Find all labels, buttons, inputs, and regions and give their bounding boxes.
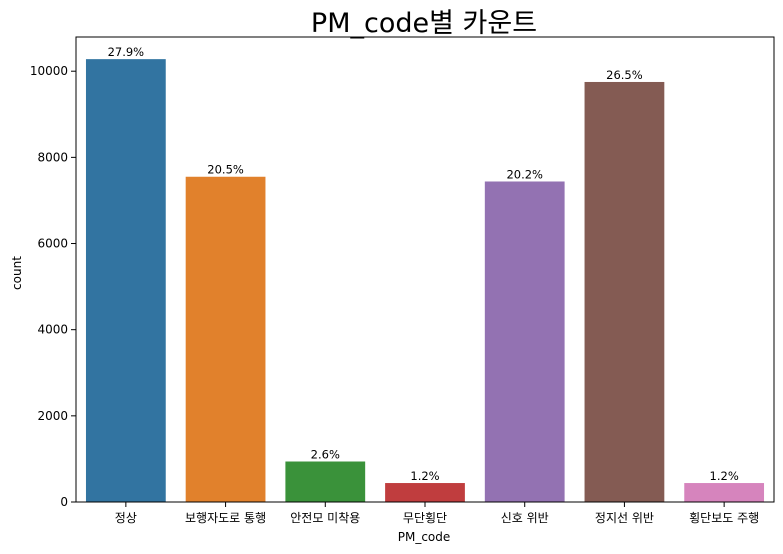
y-axis-label: count (10, 256, 24, 290)
x-tick-label: 정상 (115, 511, 137, 525)
x-axis-label: PM_code (398, 530, 451, 544)
y-tick-label: 6000 (37, 237, 68, 251)
plot-area: 27.9% 정상 20.5% 보행자도로 통행 2.6% 안전모 미착용 1.2% 무단횡단 2… (30, 36, 775, 525)
bar (684, 483, 765, 502)
x-tick-label: 안전모 미착용 (290, 511, 360, 525)
bar (185, 176, 266, 502)
data-label: 20.5% (207, 163, 244, 177)
x-tick-label: 정지선 위반 (595, 511, 654, 525)
y-tick-label: 4000 (37, 323, 68, 337)
data-label: 1.2% (710, 469, 739, 483)
y-tick-label: 0 (60, 495, 68, 509)
data-label: 1.2% (410, 469, 439, 483)
bar (584, 81, 665, 503)
bar (85, 59, 166, 503)
data-label: 27.9% (108, 45, 145, 59)
x-tick-label: 보행자도로 통행 (185, 510, 266, 525)
chart-title: PM_code별 카운트 (311, 8, 537, 39)
x-tick-label: 횡단보도 주행 (689, 510, 759, 525)
y-tick-label: 8000 (37, 150, 68, 164)
data-label: 2.6% (311, 448, 340, 462)
x-tick-label: 신호 위반 (501, 511, 549, 525)
bar (285, 461, 366, 502)
data-label: 20.2% (506, 167, 543, 181)
bar (484, 181, 565, 503)
plot-frame (75, 36, 775, 503)
x-tick-label: 무단횡단 (403, 511, 447, 525)
y-tick-label: 2000 (37, 409, 68, 423)
data-label: 26.5% (606, 68, 643, 82)
y-tick-label: 10000 (30, 64, 68, 78)
bar (385, 483, 465, 502)
